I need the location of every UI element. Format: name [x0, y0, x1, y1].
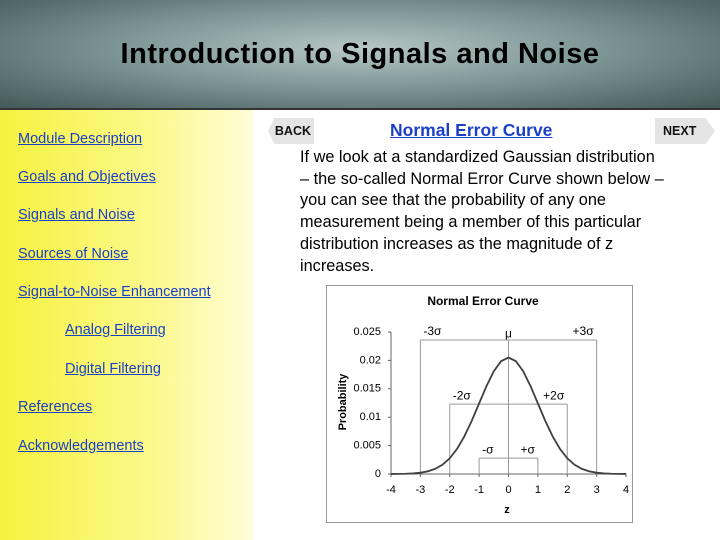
nav-link[interactable]: Signal-to-Noise Enhancement [18, 284, 211, 300]
bracket-label: +3σ [573, 324, 595, 338]
y-tick-label: 0.02 [360, 354, 381, 366]
x-tick-label: -4 [386, 484, 396, 496]
chart: Normal Error Curve z Probability 0 0.005 0… [326, 285, 633, 523]
paragraph-line: increases. [300, 256, 375, 275]
y-axis-label: Probability [337, 373, 349, 431]
slide-title: Introduction to Signals and Noise [120, 38, 600, 70]
nav-link[interactable]: Sources of Noise [18, 246, 129, 262]
sidebar: Module Description Goals and Objectives Si… [0, 110, 253, 540]
back-button[interactable]: BACK [268, 118, 314, 144]
paragraph: If we look at a standardized Gaussian di… [300, 147, 664, 277]
nav-link[interactable]: References [18, 399, 93, 415]
paragraph-line: – the so-called Normal Error Curve shown… [300, 169, 664, 188]
x-tick-label: 1 [535, 484, 541, 496]
x-tick-label: 3 [594, 484, 600, 496]
paragraph-line: you can see that the probability of any … [300, 191, 606, 210]
nav-sublink[interactable]: Digital Filtering [65, 361, 161, 377]
nav-link[interactable]: Module Description [18, 131, 143, 147]
nav-sublink[interactable]: Analog Filtering [65, 322, 166, 338]
x-tick-label: -2 [445, 484, 455, 496]
y-tick-label: 0.025 [353, 326, 381, 338]
curve [390, 356, 627, 475]
paragraph-line: measurement being a member of this parti… [300, 213, 642, 232]
y-tick-label: 0.01 [360, 411, 381, 423]
y-tick-label: 0.005 [353, 440, 381, 452]
next-button[interactable]: NEXT [655, 118, 715, 144]
paragraph-line: distribution increases as the magnitude … [300, 234, 614, 253]
mean-label: μ [505, 327, 512, 341]
content-title[interactable]: Normal Error Curve [390, 120, 553, 140]
x-tick-label: 0 [505, 484, 511, 496]
x-tick-label: 2 [564, 484, 570, 496]
y-tick-label: 0 [375, 468, 381, 480]
y-tick-label: 0.015 [353, 383, 381, 395]
bracket-label: +σ [520, 442, 535, 456]
bracket-label: -3σ [423, 324, 442, 338]
paragraph-line: If we look at a standardized Gaussian di… [300, 148, 655, 166]
x-tick-label: 4 [623, 484, 629, 496]
nav-link[interactable]: Acknowledgements [18, 438, 144, 454]
nav-link[interactable]: Signals and Noise [18, 207, 135, 223]
nav-link[interactable]: Goals and Objectives [18, 169, 156, 185]
bracket-label: +2σ [543, 388, 565, 402]
chart-title: Normal Error Curve [427, 294, 539, 308]
bracket-label: -σ [482, 442, 494, 456]
x-axis-label: z [504, 504, 510, 516]
bracket-label: -2σ [453, 388, 472, 402]
x-tick-label: -1 [474, 484, 484, 496]
x-tick-label: -3 [415, 484, 425, 496]
header: Introduction to Signals and Noise [0, 0, 720, 110]
